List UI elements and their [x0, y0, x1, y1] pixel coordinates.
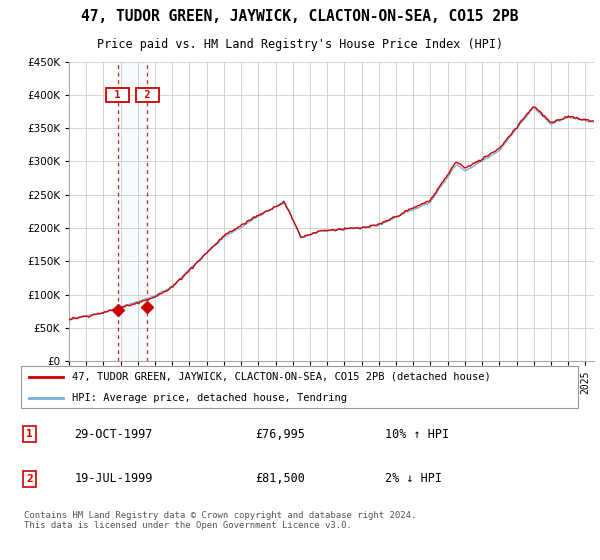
Text: 10% ↑ HPI: 10% ↑ HPI: [385, 428, 449, 441]
Text: 29-OCT-1997: 29-OCT-1997: [74, 428, 153, 441]
FancyBboxPatch shape: [21, 366, 578, 408]
Text: 47, TUDOR GREEN, JAYWICK, CLACTON-ON-SEA, CO15 2PB: 47, TUDOR GREEN, JAYWICK, CLACTON-ON-SEA…: [81, 9, 519, 24]
Text: £81,500: £81,500: [255, 473, 305, 486]
Text: 2% ↓ HPI: 2% ↓ HPI: [385, 473, 442, 486]
Text: £76,995: £76,995: [255, 428, 305, 441]
Text: 1: 1: [26, 429, 32, 439]
Text: 1: 1: [109, 90, 127, 100]
Text: Price paid vs. HM Land Registry's House Price Index (HPI): Price paid vs. HM Land Registry's House …: [97, 38, 503, 51]
Text: HPI: Average price, detached house, Tendring: HPI: Average price, detached house, Tend…: [71, 393, 347, 403]
Text: 19-JUL-1999: 19-JUL-1999: [74, 473, 153, 486]
Text: Contains HM Land Registry data © Crown copyright and database right 2024.
This d: Contains HM Land Registry data © Crown c…: [23, 511, 416, 530]
Text: 47, TUDOR GREEN, JAYWICK, CLACTON-ON-SEA, CO15 2PB (detached house): 47, TUDOR GREEN, JAYWICK, CLACTON-ON-SEA…: [71, 372, 490, 382]
Text: 2: 2: [26, 474, 32, 484]
Bar: [118, 62, 147, 361]
Text: 2: 2: [138, 90, 157, 100]
